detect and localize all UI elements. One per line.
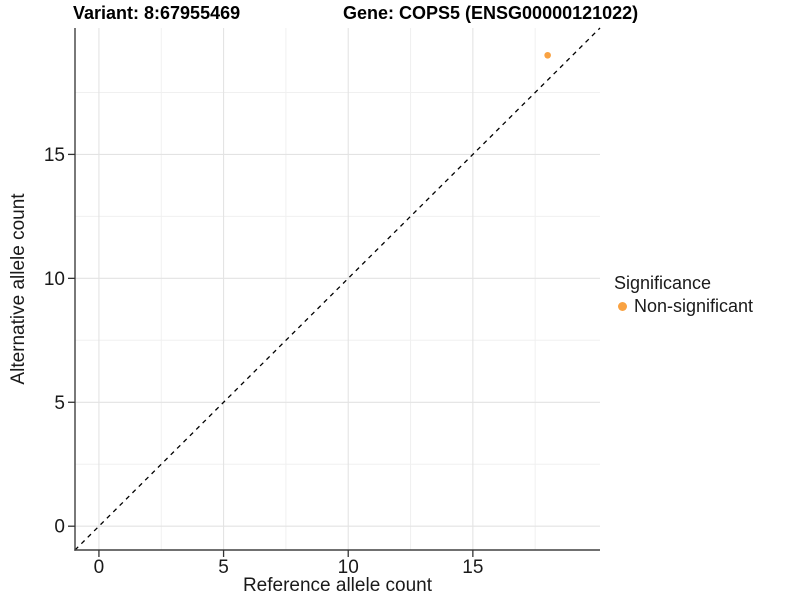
y-tick-label: 5	[54, 393, 65, 414]
x-tick-label: 15	[462, 557, 483, 578]
plot-title-variant: Variant: 8:67955469	[73, 3, 241, 23]
legend-title: Significance	[614, 273, 712, 293]
legend: Significance Non-significant	[614, 272, 753, 318]
x-tick-label: 5	[218, 557, 229, 578]
legend-item-label: Non-significant	[634, 296, 754, 316]
x-tick-label: 10	[338, 557, 359, 578]
x-axis-title: Reference allele count	[243, 575, 433, 596]
x-tick-label: 0	[94, 557, 105, 578]
y-tick-label: 0	[54, 517, 65, 538]
identity-line	[74, 27, 601, 551]
legend-point-icon	[618, 302, 627, 311]
y-tick-label: 10	[44, 269, 65, 290]
plot-title-gene: Gene: COPS5 (ENSG00000121022)	[343, 3, 639, 23]
legend-item-non-significant: Non-significant	[614, 295, 753, 318]
y-tick-label: 15	[44, 145, 65, 166]
y-axis-title: Alternative allele count	[8, 193, 29, 385]
data-point	[544, 51, 551, 59]
